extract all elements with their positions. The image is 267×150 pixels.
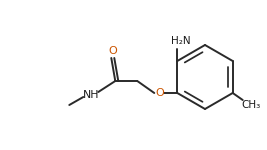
Text: H₂N: H₂N	[171, 36, 191, 46]
Text: CH₃: CH₃	[241, 100, 260, 110]
Text: NH: NH	[83, 90, 100, 100]
Text: O: O	[155, 88, 164, 98]
Text: O: O	[108, 46, 117, 56]
